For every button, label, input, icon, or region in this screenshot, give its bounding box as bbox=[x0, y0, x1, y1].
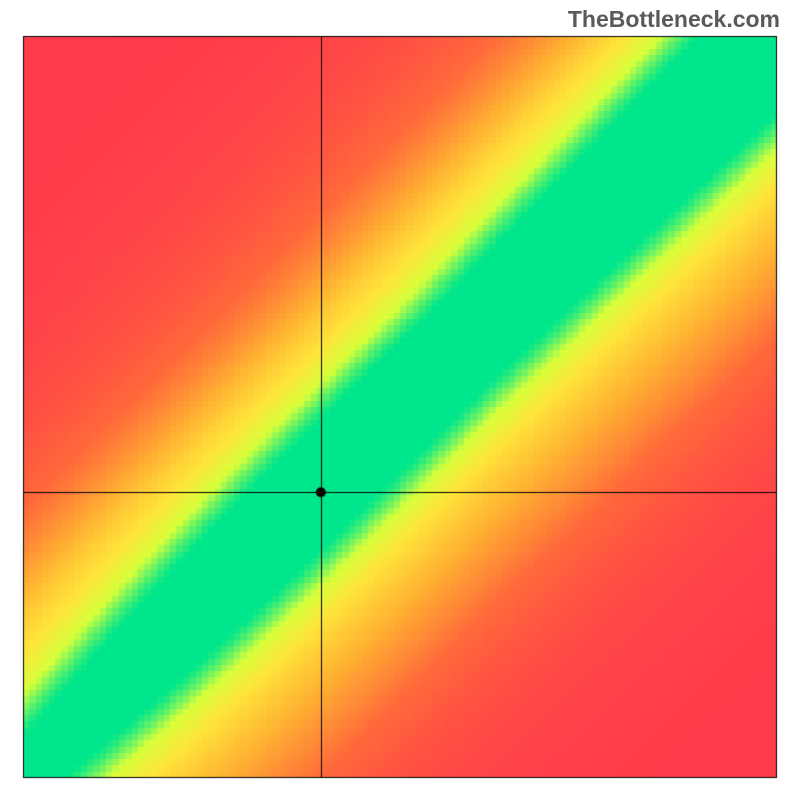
bottleneck-heatmap bbox=[0, 0, 800, 800]
watermark-text: TheBottleneck.com bbox=[568, 6, 780, 33]
